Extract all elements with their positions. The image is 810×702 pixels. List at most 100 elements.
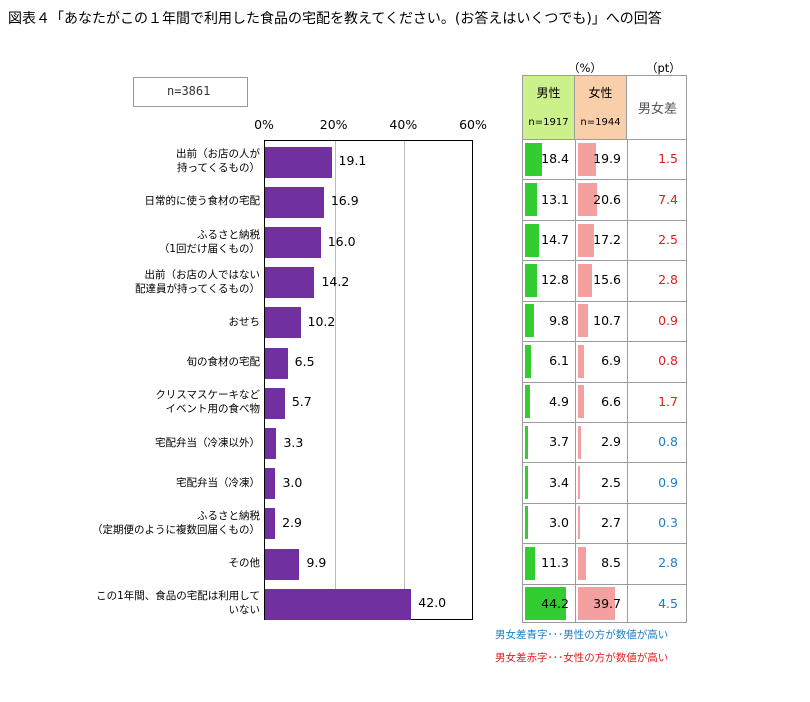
diff-value: 0.9 bbox=[658, 474, 678, 490]
female-value: 39.7 bbox=[593, 595, 621, 611]
male-value: 3.4 bbox=[549, 474, 569, 490]
male-header-label: 男性 bbox=[536, 86, 561, 100]
female-value: 8.5 bbox=[601, 555, 621, 571]
category-label-line: 出前（お店の人ではない bbox=[144, 268, 261, 281]
category-label-line: ふるさと納税 bbox=[197, 509, 260, 522]
category-label: 出前（お店の人が 持ってくるもの） bbox=[176, 147, 260, 175]
category-label-line: 出前（お店の人が bbox=[176, 148, 260, 161]
gridline bbox=[404, 141, 406, 619]
bar bbox=[265, 387, 285, 419]
female-value: 17.2 bbox=[593, 232, 621, 248]
table-row-divider bbox=[523, 421, 686, 423]
bar bbox=[265, 508, 276, 540]
diff-header: 男女差 bbox=[627, 76, 688, 139]
table-row-divider bbox=[523, 502, 686, 504]
table-column-divider bbox=[575, 139, 576, 622]
female-bar bbox=[578, 344, 585, 378]
bar-value-label: 19.1 bbox=[338, 153, 367, 169]
table-row-divider bbox=[523, 260, 686, 262]
male-bar bbox=[525, 344, 531, 378]
chart-title: 図表４「あなたがこの１年間で利用した食品の宅配を教えてください。(お答えはいくつ… bbox=[8, 11, 662, 27]
bar-value-label: 42.0 bbox=[418, 595, 447, 611]
male-bar bbox=[525, 587, 566, 621]
category-label-line: この1年間、食品の宅配は利用して bbox=[96, 590, 260, 603]
male-bar bbox=[525, 425, 529, 459]
table-row-divider bbox=[523, 300, 686, 302]
female-value: 2.7 bbox=[601, 514, 621, 530]
category-label: おせち bbox=[229, 315, 261, 329]
female-value: 2.5 bbox=[601, 474, 621, 490]
diff-value: 7.4 bbox=[658, 191, 678, 207]
category-label: 日常的に使う食材の宅配 bbox=[145, 194, 261, 208]
table-row-divider bbox=[523, 179, 686, 181]
table-column-divider bbox=[627, 139, 628, 622]
diff-value: 2.8 bbox=[658, 555, 678, 571]
category-label-line: ふるさと納税 bbox=[197, 228, 260, 241]
male-value: 11.3 bbox=[541, 555, 569, 571]
table-row-divider bbox=[523, 139, 686, 140]
female-value: 6.9 bbox=[601, 353, 621, 369]
diff-value: 2.8 bbox=[658, 272, 678, 288]
female-bar bbox=[578, 425, 581, 459]
female-bar bbox=[578, 263, 593, 297]
bar bbox=[265, 588, 412, 620]
male-value: 14.7 bbox=[541, 232, 569, 248]
sample-size-box: n=3861 bbox=[133, 77, 248, 107]
table-row-divider bbox=[523, 583, 686, 585]
female-bar bbox=[578, 183, 597, 217]
male-sample-size: n=1917 bbox=[528, 117, 569, 128]
bar bbox=[265, 548, 300, 580]
bar bbox=[265, 428, 277, 459]
category-label: 宅配弁当（冷凍以外） bbox=[155, 436, 260, 450]
bar bbox=[265, 267, 315, 299]
male-bar bbox=[525, 385, 530, 419]
table-row-divider bbox=[523, 381, 686, 383]
male-bar bbox=[525, 466, 529, 500]
male-value: 4.9 bbox=[549, 393, 569, 409]
diff-value: 0.9 bbox=[658, 312, 678, 328]
male-value: 13.1 bbox=[541, 191, 569, 207]
female-value: 10.7 bbox=[593, 312, 621, 328]
female-bar bbox=[578, 587, 615, 621]
unit-percent: （%） bbox=[568, 61, 602, 75]
category-label: 出前（お店の人ではない 配達員が持ってくるもの） bbox=[135, 268, 260, 296]
bar-value-label: 2.9 bbox=[282, 514, 302, 530]
bar-value-label: 5.7 bbox=[291, 394, 312, 410]
male-bar bbox=[525, 142, 542, 176]
category-label-line: 配達員が持ってくるもの） bbox=[135, 282, 260, 295]
female-value: 6.6 bbox=[601, 393, 621, 409]
x-tick-label: 40% bbox=[389, 117, 418, 132]
diff-value: 1.5 bbox=[658, 151, 678, 167]
bar bbox=[265, 307, 301, 339]
note-red: 男女差赤字･･･女性の方が数値が高い bbox=[495, 652, 669, 664]
diff-value: 0.3 bbox=[658, 514, 678, 530]
category-label: 宅配弁当（冷凍） bbox=[176, 476, 260, 490]
diff-value: 1.7 bbox=[658, 393, 678, 409]
male-value: 6.1 bbox=[549, 353, 569, 369]
category-label: クリスマスケーキなど イベント用の食べ物 bbox=[155, 388, 260, 416]
bar bbox=[265, 347, 288, 379]
male-value: 3.0 bbox=[549, 514, 569, 530]
female-value: 19.9 bbox=[593, 151, 621, 167]
diff-value: 2.5 bbox=[658, 232, 678, 248]
female-bar bbox=[578, 546, 586, 580]
bar-value-label: 10.2 bbox=[307, 313, 336, 329]
diff-value: 0.8 bbox=[658, 353, 678, 369]
male-bar bbox=[525, 183, 538, 217]
category-label-line: 日常的に使う食材の宅配 bbox=[144, 195, 261, 208]
category-label-line: 旬の食材の宅配 bbox=[186, 356, 261, 369]
female-bar bbox=[578, 304, 588, 338]
male-bar bbox=[525, 223, 539, 257]
male-bar bbox=[525, 546, 536, 580]
bar-value-label: 16.0 bbox=[327, 233, 356, 249]
female-bar bbox=[578, 223, 594, 257]
category-label: ふるさと納税 （1回だけ届くもの） bbox=[159, 228, 260, 256]
female-value: 2.9 bbox=[601, 434, 621, 450]
bar bbox=[265, 146, 332, 178]
bar-value-label: 16.9 bbox=[330, 193, 359, 209]
table-row-divider bbox=[523, 341, 686, 343]
male-value: 3.7 bbox=[549, 434, 569, 450]
female-header: 女性 n=1944 bbox=[575, 76, 627, 139]
bar-value-label: 6.5 bbox=[294, 354, 315, 370]
category-label-line: （1回だけ届くもの） bbox=[158, 242, 260, 255]
